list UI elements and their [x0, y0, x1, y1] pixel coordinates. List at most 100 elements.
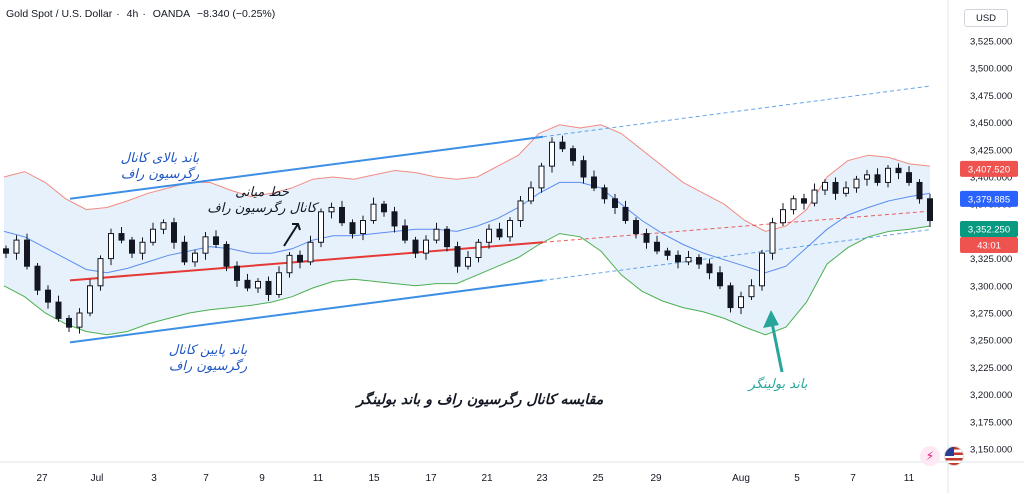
x-tick-label: 9 [259, 473, 265, 484]
candle-body [118, 233, 125, 241]
annotation-title: مقایسه کانال رگرسیون راف و باند بولینگر [355, 391, 604, 408]
candle-body [76, 312, 83, 328]
x-tick-label: 5 [794, 473, 800, 484]
middle-line-arrow-icon [283, 223, 301, 247]
candle-body [349, 222, 356, 235]
candle-body [601, 187, 608, 200]
candle-body [916, 181, 923, 200]
candle-body [150, 228, 156, 243]
candle-body [559, 141, 566, 150]
regression-lower-extension [542, 229, 931, 281]
candle-body [706, 263, 713, 274]
candle-body [55, 301, 62, 319]
x-tick-label: 25 [592, 473, 604, 484]
candle-body [255, 280, 261, 289]
y-tick-label: 3,325.000 [970, 254, 1012, 265]
symbol-name[interactable]: Gold Spot / U.S. Dollar [6, 8, 113, 20]
us-flag-icon[interactable] [944, 446, 964, 466]
candle-body [97, 258, 104, 287]
y-tick-label: 3,425.000 [970, 145, 1012, 156]
x-tick-label: 15 [368, 473, 380, 484]
candle-body [381, 203, 387, 213]
regression-lower-line [69, 279, 544, 344]
candle-body [717, 272, 723, 287]
y-tick-label: 3,400.000 [970, 173, 1012, 184]
currency-selector[interactable]: USD [964, 9, 1008, 27]
candle-body [801, 198, 807, 204]
candle-body [633, 220, 639, 235]
candle-body [192, 252, 198, 263]
candle-body [759, 252, 765, 287]
regression-upper-extension [542, 85, 931, 138]
regression-middle-extension [542, 210, 931, 243]
bollinger-lower-line [3, 225, 931, 336]
candle-body [24, 239, 30, 267]
candle-body [234, 265, 240, 281]
x-tick-label: 11 [313, 473, 324, 484]
candle-body [738, 296, 744, 309]
regression-middle-line [69, 241, 544, 282]
candle-body [507, 220, 513, 238]
annotation-middle-line: خط میانی [235, 185, 290, 200]
candle-body [423, 239, 429, 254]
candle-body [297, 254, 303, 263]
candle-body [412, 239, 419, 254]
candle-body [748, 285, 755, 298]
candle-body [3, 248, 9, 254]
candle-body [87, 285, 93, 314]
candle-body [454, 246, 461, 267]
candle-body [223, 243, 230, 267]
candle-body [549, 141, 555, 167]
candle-body [790, 198, 797, 211]
candle-body [654, 241, 660, 252]
candle-body [570, 148, 576, 162]
candle-body [843, 187, 849, 194]
candle-body [391, 211, 398, 227]
x-tick-label: 29 [650, 473, 662, 484]
candle-body [885, 167, 891, 183]
interval-label[interactable]: 4h [126, 8, 139, 20]
price-label-box [960, 236, 1018, 253]
x-tick-label: Aug [732, 473, 750, 484]
x-tick-label: 23 [536, 473, 548, 484]
candle-body [591, 176, 597, 189]
candle-body [780, 209, 786, 224]
y-tick-label: 3,475.000 [970, 91, 1012, 102]
candle-body [664, 250, 671, 256]
candle-body [444, 228, 450, 248]
price-label-text: 3,379.885 [968, 194, 1010, 205]
candle-body [108, 233, 114, 260]
price-label-text: 3,352.250 [968, 224, 1010, 235]
price-label-box [960, 220, 1018, 237]
y-tick-label: 3,275.000 [970, 309, 1012, 320]
y-tick-label: 3,175.000 [970, 417, 1012, 428]
tradingview-logo-icon[interactable]: ⚡ [920, 446, 940, 466]
annotation-bollinger: باند بولینگر [747, 376, 808, 392]
candle-body [906, 172, 912, 183]
candle-body [402, 225, 408, 241]
price-change: −8.340 (−0.25%) [197, 8, 276, 20]
candle-body [307, 241, 314, 263]
candle-body [895, 167, 902, 174]
candle-body [160, 222, 167, 230]
candle-body [853, 178, 860, 189]
candle-body [927, 198, 933, 222]
candle-body [286, 254, 293, 274]
candle-body [171, 222, 177, 243]
x-tick-label: 21 [481, 473, 493, 484]
candle-body [864, 174, 870, 180]
candle-body [528, 187, 534, 202]
candle-body [622, 206, 629, 222]
candle-body [727, 285, 734, 309]
candle-body [696, 257, 702, 265]
candle-body [34, 265, 41, 291]
price-label-text: 3,407.520 [968, 164, 1010, 175]
candle-body [496, 228, 503, 238]
candle-body [643, 233, 650, 243]
y-tick-label: 3,225.000 [970, 363, 1012, 374]
y-tick-label: 3,500.000 [970, 64, 1012, 75]
source-label: OANDA [152, 8, 191, 20]
candle-body [328, 206, 335, 213]
